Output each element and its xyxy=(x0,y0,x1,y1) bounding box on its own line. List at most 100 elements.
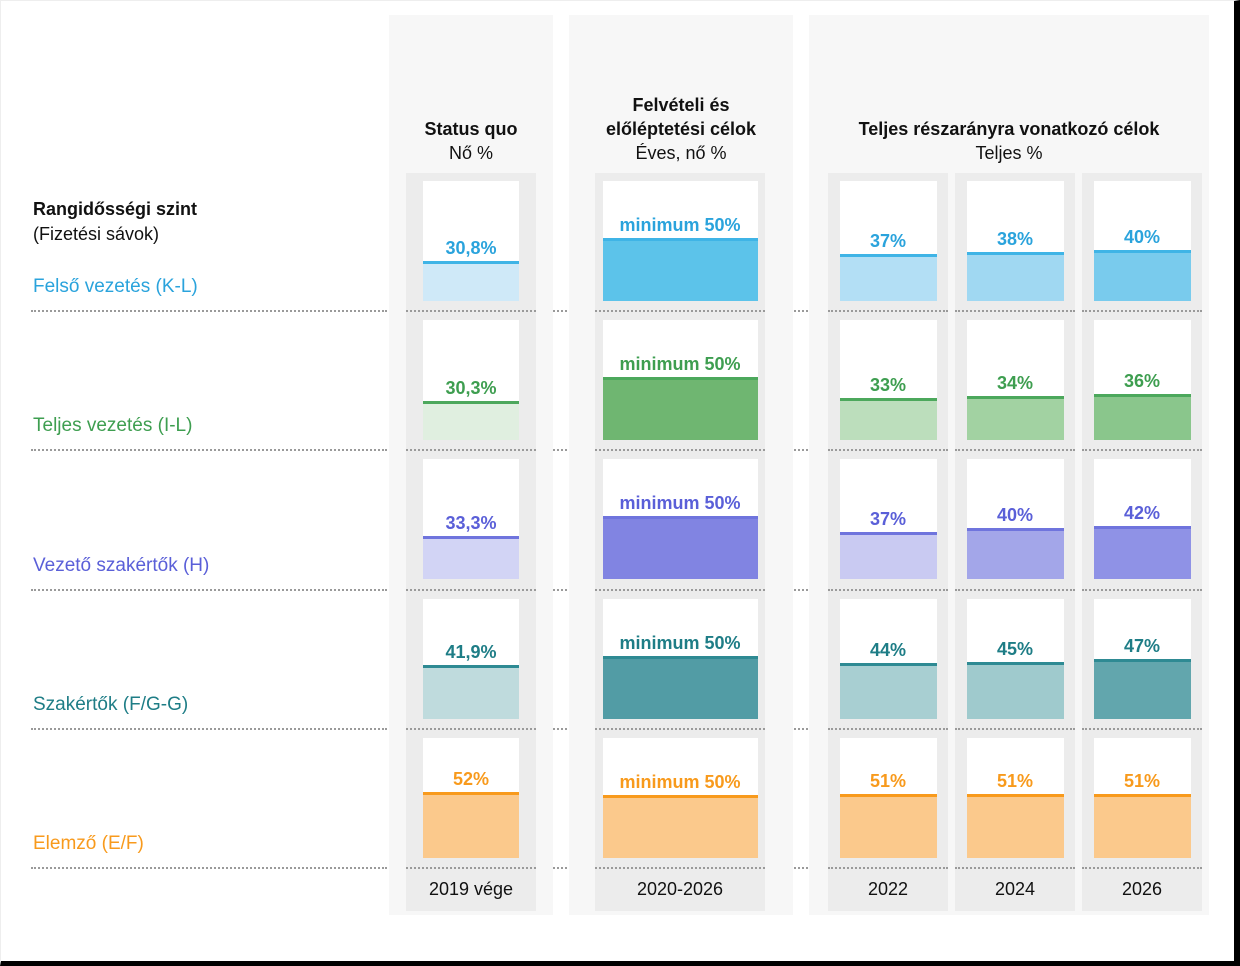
column-cells: 37% 33% 37% 44% 51% xyxy=(828,173,948,870)
gap-dotted-separators xyxy=(794,173,808,870)
bar-value-label: 51% xyxy=(1123,770,1161,791)
gap-dotted-cell xyxy=(794,312,808,452)
bar-fill xyxy=(602,377,758,441)
bar-value-label: 36% xyxy=(1123,371,1161,392)
column-strip-2022: 37% 33% 37% 44% 51% 2022 xyxy=(828,173,948,911)
column-cells: 40% 36% 42% 47% 51% xyxy=(1082,173,1202,870)
bar-cell: 30,8% xyxy=(406,173,536,313)
gap-dotted-cell xyxy=(794,591,808,730)
bar-box: minimum 50% xyxy=(602,181,758,301)
bar-box: 37% xyxy=(839,181,937,301)
column-strip-2019: 30,8% 30,3% 33,3% 41,9% 52% 2019 vége xyxy=(406,173,536,911)
bar-box: 52% xyxy=(423,737,519,858)
bar-value-label: 30,3% xyxy=(445,377,497,398)
column-cells: 30,8% 30,3% 33,3% 41,9% 52% xyxy=(406,173,536,870)
bar-value-label: 38% xyxy=(996,229,1034,250)
bar-box: 33% xyxy=(839,320,937,441)
bar-cell: minimum 50% xyxy=(595,173,765,313)
column-footer-label: 2022 xyxy=(867,878,909,899)
bar-cell: 33,3% xyxy=(406,451,536,591)
bar-fill xyxy=(966,252,1064,301)
column-cells: 38% 34% 40% 45% 51% xyxy=(955,173,1075,870)
bar-cell: 40% xyxy=(955,451,1075,591)
bar-fill xyxy=(966,661,1064,719)
bar-box: 36% xyxy=(1093,320,1191,441)
column-footer-label: 2026 xyxy=(1121,878,1163,899)
bar-cell: 45% xyxy=(955,591,1075,730)
bar-fill xyxy=(1093,394,1191,441)
bar-value-label: 51% xyxy=(869,770,907,791)
bar-box: 30,8% xyxy=(423,181,519,301)
bar-fill xyxy=(966,528,1064,580)
row-label: Vezető szakértők (H) xyxy=(33,554,210,576)
bar-box: 41,9% xyxy=(423,598,519,719)
bar-box: minimum 50% xyxy=(602,320,758,441)
row-band: Vezető szakértők (H) xyxy=(31,451,387,591)
bar-cell: 42% xyxy=(1082,451,1202,591)
bar-cell: 38% xyxy=(955,173,1075,313)
hiring-promotion-title-line2: előléptetési célok xyxy=(605,119,757,139)
gap-dotted-cell xyxy=(553,730,567,870)
bar-value-label: 52% xyxy=(452,769,490,790)
bar-value-label: minimum 50% xyxy=(619,215,741,235)
bar-fill xyxy=(602,516,758,580)
bar-cell: 47% xyxy=(1082,591,1202,730)
bar-box: 51% xyxy=(1093,737,1191,858)
hiring-promotion-subtitle: Éves, nő % xyxy=(635,143,727,163)
row-label: Szakértők (F/G-G) xyxy=(33,693,189,715)
bar-box: 40% xyxy=(1093,181,1191,301)
row-axis-header: Rangidősségi szint (Fizetési sávok) xyxy=(33,197,197,247)
bar-value-label: 47% xyxy=(1123,636,1161,657)
bar-value-label: 33% xyxy=(869,374,907,395)
column-cells: minimum 50% minimum 50% minimum 50% minimum… xyxy=(595,173,765,870)
bar-value-label: minimum 50% xyxy=(619,771,741,792)
total-share-title: Teljes részarányra vonatkozó célok xyxy=(858,119,1160,139)
bar-value-label: 37% xyxy=(869,230,907,251)
column-strip-2020-2026: minimum 50% minimum 50% minimum 50% minimum… xyxy=(595,173,765,911)
bar-cell: 30,3% xyxy=(406,312,536,452)
bar-fill xyxy=(839,662,937,719)
row-label: Teljes vezetés (I-L) xyxy=(33,415,193,437)
column-footer-label: 2020-2026 xyxy=(636,878,724,899)
bar-cell: 51% xyxy=(1082,730,1202,870)
row-band: Elemző (E/F) xyxy=(31,730,387,870)
bar-fill xyxy=(1093,793,1191,858)
bar-value-label: 34% xyxy=(996,373,1034,394)
row-axis-subtitle: (Fizetési sávok) xyxy=(33,224,160,244)
bar-cell: 34% xyxy=(955,312,1075,452)
column-footer-label: 2024 xyxy=(994,878,1036,899)
bar-value-label: 40% xyxy=(1123,227,1161,247)
bar-fill xyxy=(423,536,519,580)
gap-dotted-cell xyxy=(794,451,808,591)
bar-box: minimum 50% xyxy=(602,459,758,580)
bar-fill xyxy=(839,397,937,441)
row-band: Felső vezetés (K-L) xyxy=(31,173,387,313)
row-label: Elemző (E/F) xyxy=(33,833,144,855)
bar-cell: 40% xyxy=(1082,173,1202,313)
bar-box: 37% xyxy=(839,459,937,580)
bar-fill xyxy=(966,396,1064,441)
total-share-targets-panel: Teljes részarányra vonatkozó célok Telje… xyxy=(809,15,1209,915)
row-band: Teljes vezetés (I-L) xyxy=(31,312,387,452)
bar-value-label: 42% xyxy=(1123,503,1161,524)
bar-box: 51% xyxy=(966,737,1064,858)
bar-value-label: 37% xyxy=(869,509,907,530)
total-share-subtitle: Teljes % xyxy=(975,143,1043,163)
row-axis-title: Rangidősségi szint xyxy=(33,199,198,219)
bar-box: minimum 50% xyxy=(602,737,758,858)
bar-fill xyxy=(602,655,758,719)
bar-cell: minimum 50% xyxy=(595,730,765,870)
bar-box: minimum 50% xyxy=(602,598,758,719)
bar-fill xyxy=(1093,659,1191,719)
bar-box: 34% xyxy=(966,320,1064,441)
bar-fill xyxy=(966,793,1064,858)
bar-fill xyxy=(423,792,519,858)
bar-cell: minimum 50% xyxy=(595,451,765,591)
bar-value-label: 44% xyxy=(869,639,907,660)
bar-cell: 33% xyxy=(828,312,948,452)
row-label: Felső vezetés (K-L) xyxy=(33,276,198,298)
bar-value-label: 40% xyxy=(996,505,1034,526)
bar-box: 30,3% xyxy=(423,320,519,441)
bar-cell: 51% xyxy=(828,730,948,870)
